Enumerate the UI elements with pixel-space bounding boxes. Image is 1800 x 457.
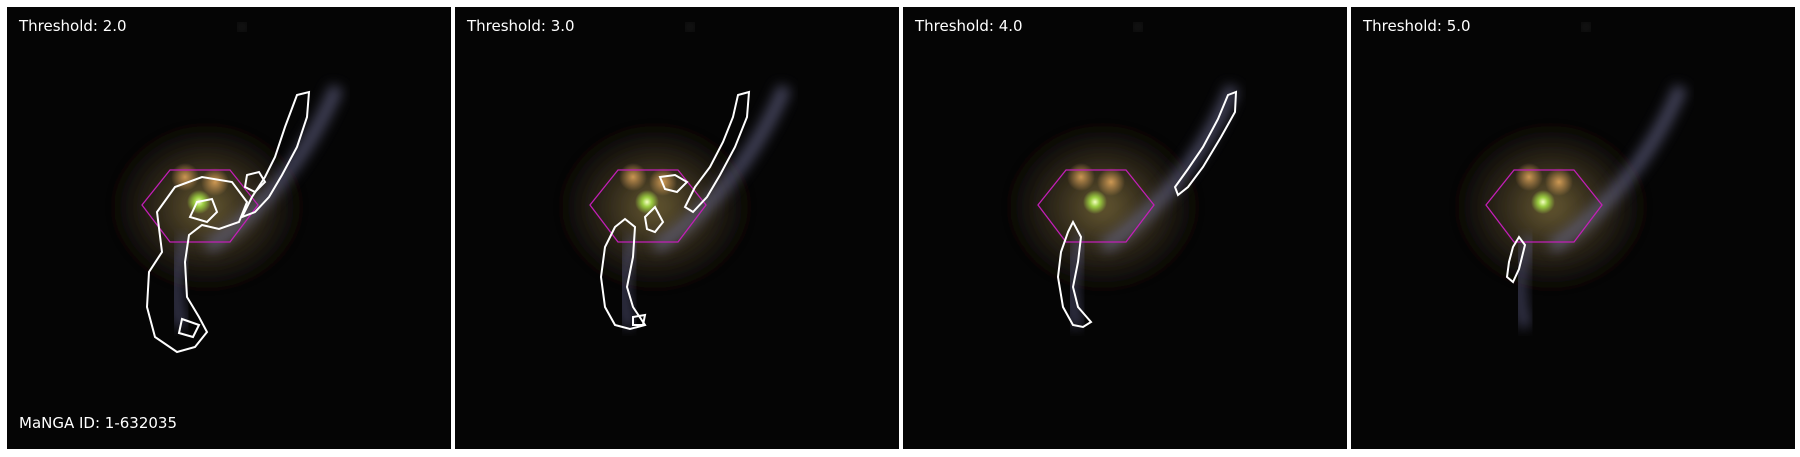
contour-lines [1056, 90, 1238, 329]
ifu-hexagon [589, 169, 707, 243]
threshold-label: Threshold: 3.0 [467, 17, 575, 35]
image-panel-threshold-5: Threshold: 5.0 [1351, 7, 1795, 449]
contour-lines [599, 90, 751, 331]
contour-lines [145, 90, 311, 354]
galaxy-image [1351, 7, 1795, 449]
threshold-label: Threshold: 4.0 [915, 17, 1023, 35]
threshold-label: Threshold: 2.0 [19, 17, 127, 35]
image-panel-threshold-4: Threshold: 4.0 [903, 7, 1347, 449]
ifu-hexagon [1485, 169, 1603, 243]
ifu-hexagon [1037, 169, 1155, 243]
ifu-hexagon [141, 169, 259, 243]
image-panel-threshold-3: Threshold: 3.0 [455, 7, 899, 449]
galaxy-image [455, 7, 899, 449]
threshold-label: Threshold: 5.0 [1363, 17, 1471, 35]
image-panel-threshold-2: Threshold: 2.0 MaNGA ID: 1-632035 [7, 7, 451, 449]
manga-id-label: MaNGA ID: 1-632035 [19, 414, 178, 432]
galaxy-image [7, 7, 451, 449]
contour-lines [1505, 235, 1527, 284]
galaxy-image [903, 7, 1347, 449]
